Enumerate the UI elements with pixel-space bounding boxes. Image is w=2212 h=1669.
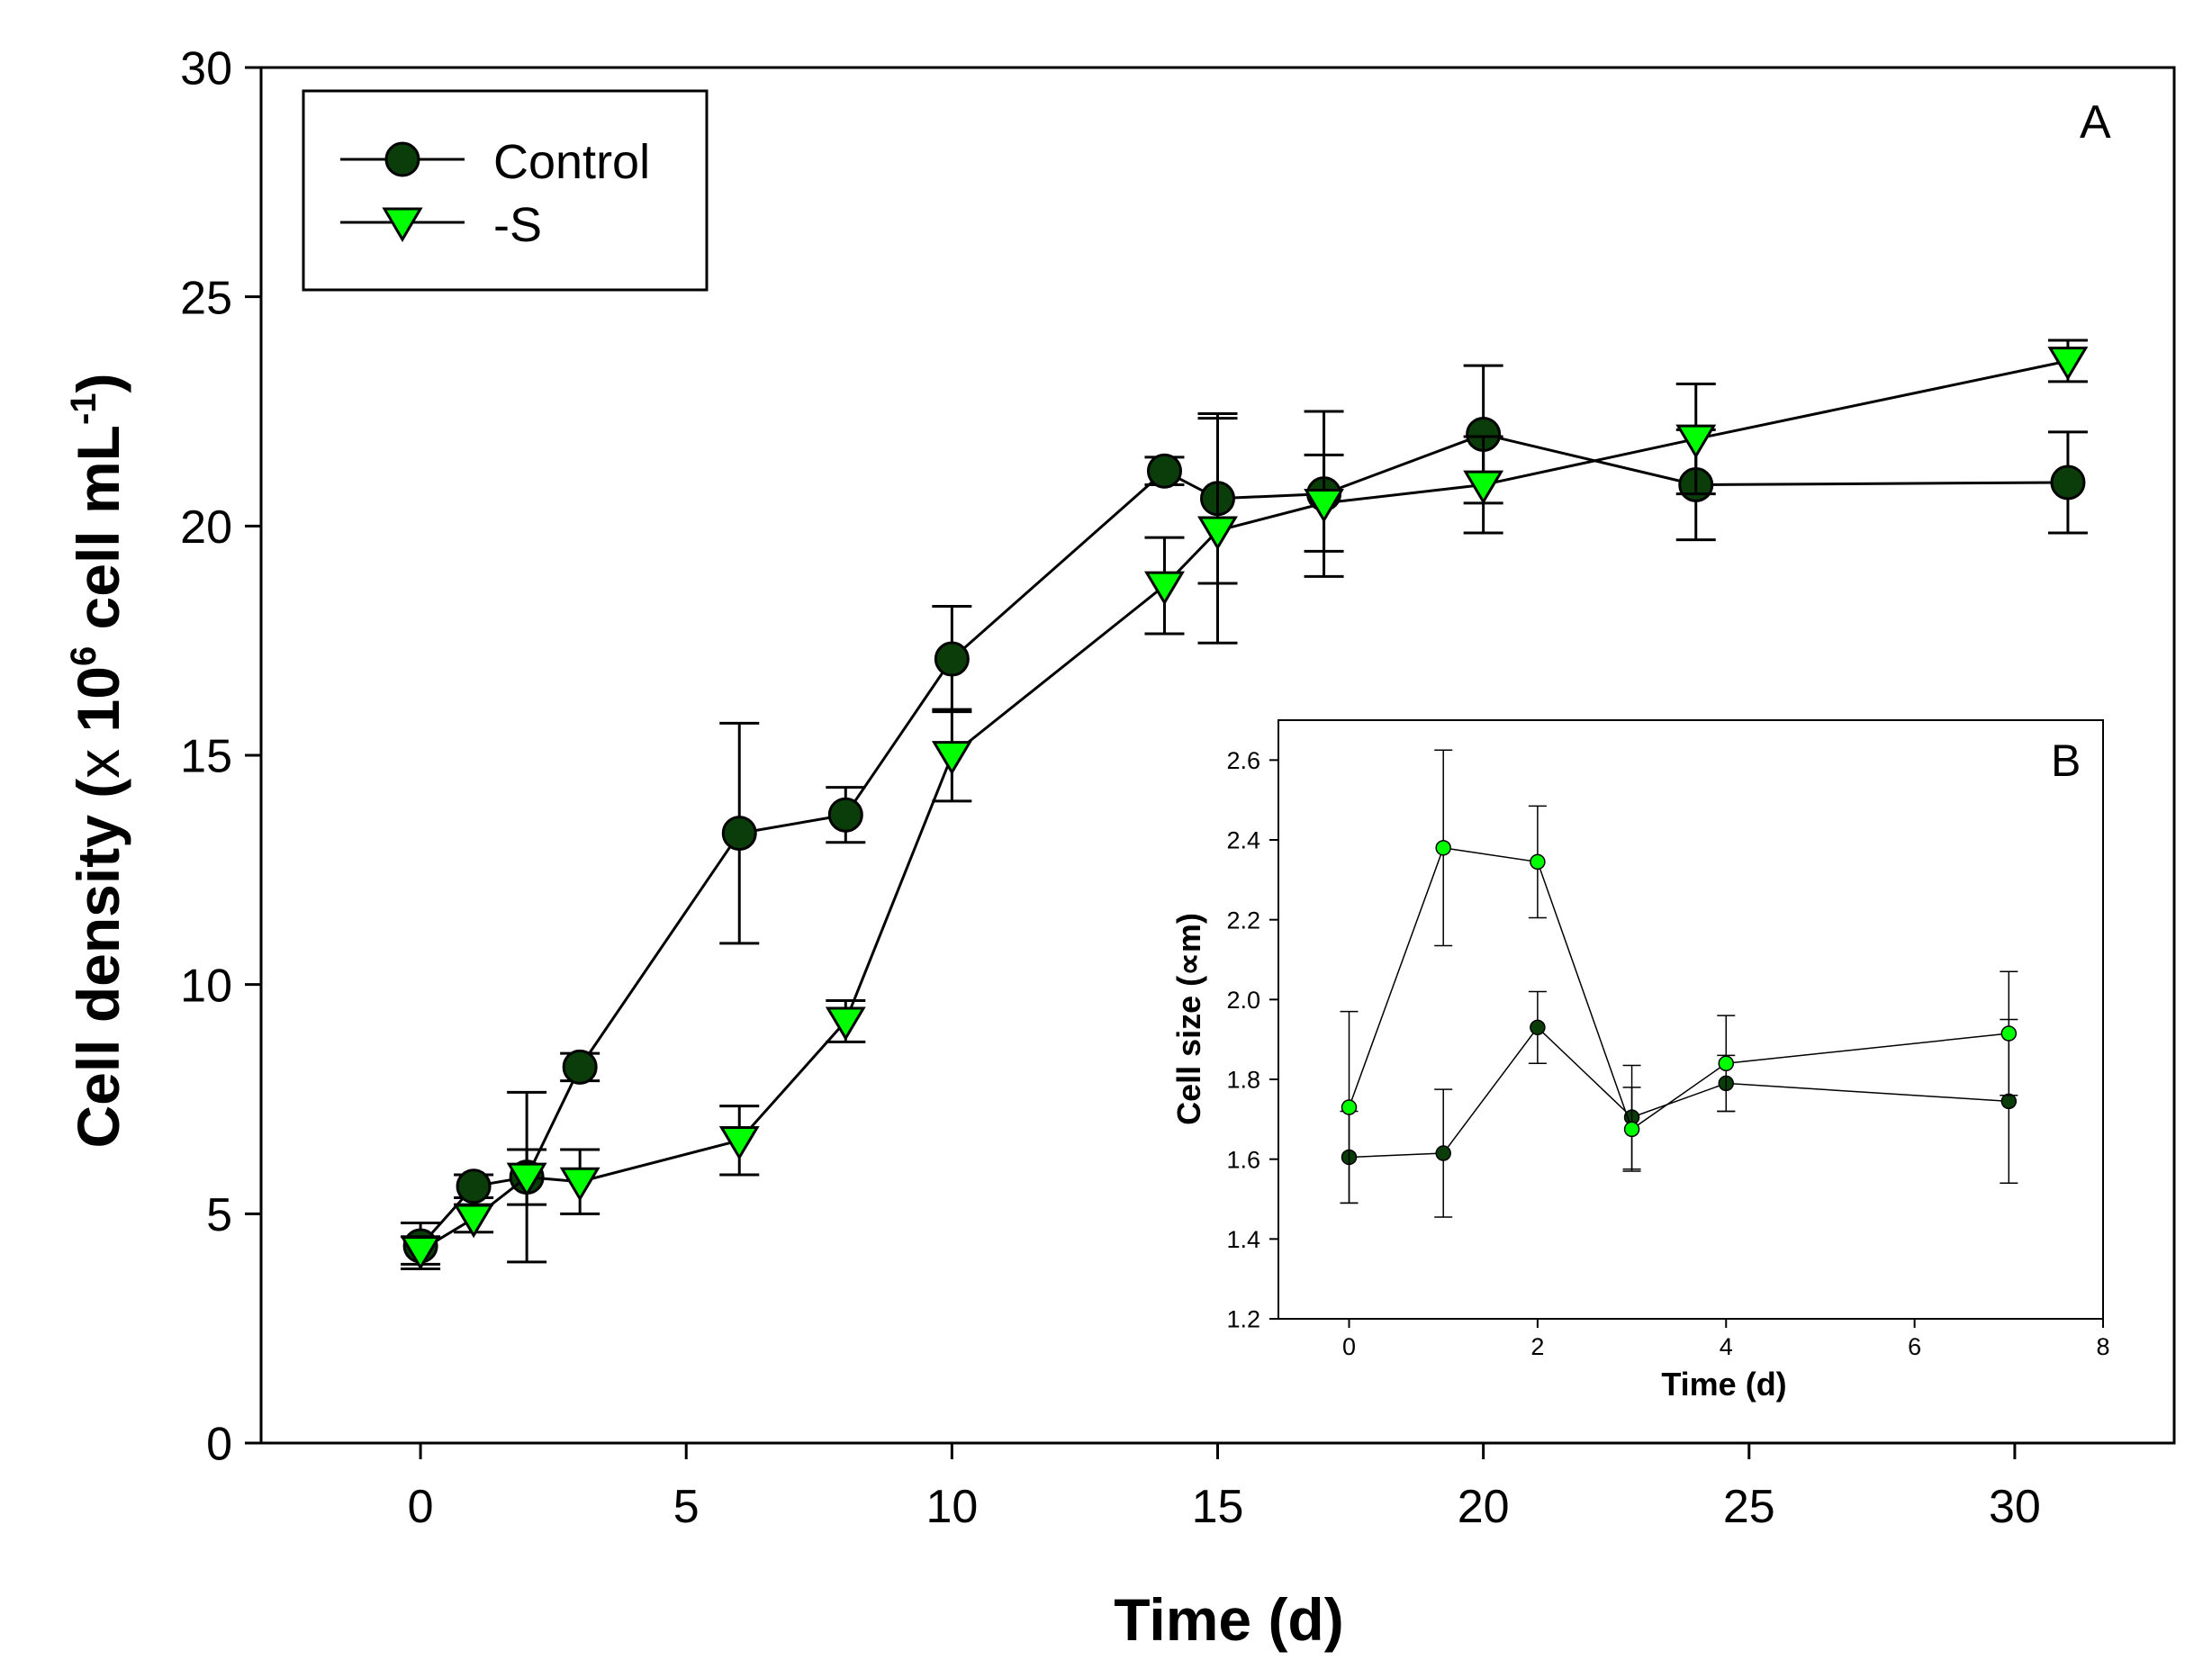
x-tick-label: 15 [1192, 1481, 1244, 1533]
data-point-s [1530, 853, 1546, 871]
y-tick-label: 10 [180, 960, 232, 1012]
data-point-s [559, 1167, 600, 1202]
series-line-control [1349, 1026, 2009, 1159]
y-tick-label: 1.8 [1226, 1067, 1260, 1094]
x-tick-label: 6 [1908, 1333, 1921, 1360]
y-axis-title-b: Cell size (∝m) [1170, 913, 1207, 1125]
x-tick-label: 20 [1458, 1481, 1510, 1533]
y-tick-label: 25 [180, 272, 232, 324]
data-point-s [506, 1162, 547, 1197]
panel-label-a: A [2080, 96, 2111, 149]
data-point-control [721, 816, 757, 852]
legend-marker-control [384, 141, 420, 177]
data-point-s [1341, 1099, 1358, 1115]
y-tick-label: 2.2 [1226, 907, 1260, 934]
series-b [1340, 749, 2018, 1218]
plot-area-b [1278, 719, 2104, 1320]
y-tick-label: 2.0 [1226, 987, 1260, 1014]
x-axis-title-a: Time (d) [1114, 1586, 1343, 1653]
x-tick-label: 0 [408, 1481, 434, 1533]
data-point-s [1718, 1055, 1735, 1072]
data-point-control [2050, 465, 2086, 501]
y-tick-label: 1.4 [1226, 1226, 1260, 1253]
y-tick-label: 0 [206, 1419, 232, 1471]
data-point-s [1144, 571, 1185, 606]
data-point-s [825, 1006, 866, 1042]
legend-marker-s [382, 207, 423, 242]
data-point-s [2047, 347, 2089, 381]
legend-box [302, 89, 709, 292]
x-tick-label: 8 [2096, 1333, 2109, 1360]
data-point-s [453, 1204, 494, 1239]
data-point-s [1435, 840, 1451, 856]
data-point-s [1623, 1121, 1640, 1138]
x-tick-label: 4 [1720, 1333, 1733, 1360]
y-tick-label: 15 [180, 731, 232, 783]
data-point-control [562, 1049, 598, 1085]
data-point-control [827, 797, 863, 833]
data-point-control [2000, 1093, 2018, 1110]
x-axis-title-b: Time (d) [1661, 1366, 1786, 1403]
panel-label-b: B [2051, 735, 2081, 786]
data-point-s [1675, 424, 1717, 459]
y-tick-label: 2.6 [1226, 747, 1260, 774]
legend: Control -S [302, 89, 709, 292]
data-point-control [456, 1168, 492, 1204]
y-axis-title-a: Cell density (x 106 cell mL-1) [64, 373, 131, 1148]
legend-label-control: Control [493, 135, 650, 189]
y-tick-label: 5 [206, 1189, 232, 1241]
x-tick-label: 2 [1530, 1333, 1544, 1360]
y-tick-label: 20 [180, 501, 232, 554]
x-tick-label: 10 [925, 1481, 978, 1533]
x-tick-label: 30 [1989, 1481, 2041, 1533]
y-tick-label: 2.4 [1226, 827, 1260, 854]
series-a [400, 338, 2089, 1270]
series-line-s [1348, 847, 2009, 1131]
y-tick-label: 1.2 [1226, 1306, 1260, 1333]
data-point-control [934, 641, 970, 677]
data-point-control [1435, 1145, 1451, 1161]
axes-b: 0 2 4 6 8 1.2 1.4 1.6 1.8 2.0 2.2 2.4 2.6 [1226, 747, 2109, 1360]
x-tick-label: 25 [1723, 1481, 1775, 1533]
data-point-s [1304, 488, 1344, 523]
data-point-s [1197, 516, 1238, 551]
data-point-control [1530, 1019, 1546, 1036]
data-point-s [2000, 1025, 2018, 1042]
x-tick-label: 5 [673, 1481, 700, 1533]
data-point-control [1146, 453, 1182, 489]
data-point-s [1463, 470, 1504, 505]
data-point-s [400, 1236, 441, 1270]
legend-label-s: -S [493, 198, 542, 252]
y-tick-label: 30 [180, 43, 232, 95]
x-tick-label: 0 [1342, 1333, 1356, 1360]
data-point-s [931, 741, 972, 775]
y-tick-label: 1.6 [1226, 1146, 1260, 1173]
data-point-s [718, 1125, 760, 1160]
